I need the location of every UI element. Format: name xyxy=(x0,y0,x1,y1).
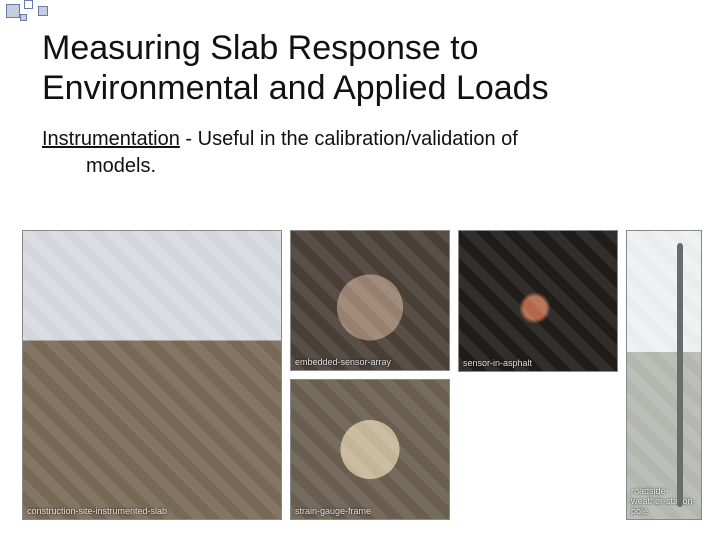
photo-sensor-array: embedded-sensor-array xyxy=(290,230,450,371)
slide-corner-decoration xyxy=(0,0,90,30)
photo-gauge-frame: strain-gauge-frame xyxy=(290,379,450,520)
photo-caption: construction-site-instrumented-slab xyxy=(27,506,167,516)
photo-caption: embedded-sensor-array xyxy=(295,357,391,367)
photo-caption: sensor-in-asphalt xyxy=(463,358,532,368)
lead-term: Instrumentation xyxy=(42,128,180,150)
body-line2: models. xyxy=(42,153,690,180)
photo-weather-pole: roadside-weather-station-pole xyxy=(626,230,702,520)
photo-caption: strain-gauge-frame xyxy=(295,506,371,516)
slide-body-text: Instrumentation - Useful in the calibrat… xyxy=(42,126,690,180)
photo-sensor-asphalt: sensor-in-asphalt xyxy=(458,230,618,372)
image-gallery: construction-site-instrumented-slab embe… xyxy=(22,230,702,520)
body-line1: - Useful in the calibration/validation o… xyxy=(180,128,518,150)
photo-site: construction-site-instrumented-slab xyxy=(22,230,282,520)
photo-caption: roadside-weather-station-pole xyxy=(631,486,701,516)
slide-title: Measuring Slab Response to Environmental… xyxy=(42,28,690,108)
